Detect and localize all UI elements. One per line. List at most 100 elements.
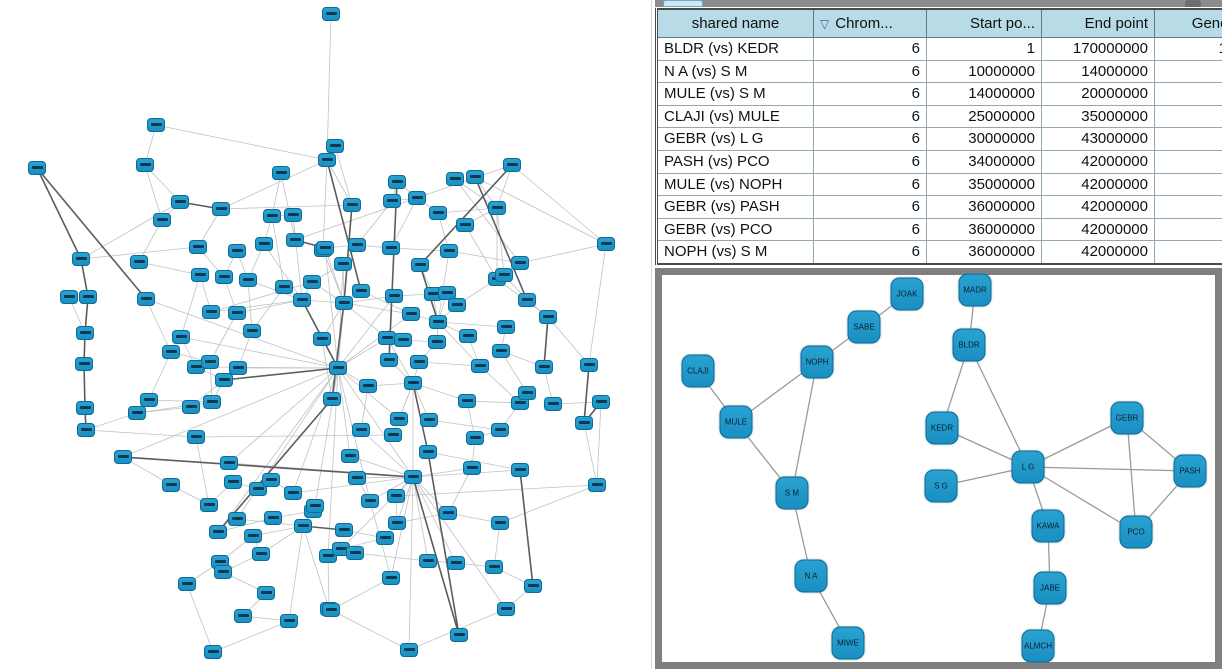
network-node[interactable]	[450, 628, 468, 642]
table-cell[interactable]: 36000000	[926, 195, 1042, 219]
network-node[interactable]	[215, 270, 233, 284]
network-node[interactable]	[244, 529, 262, 543]
table-row[interactable]: BLDR (vs) KEDR61170000000192.0	[656, 37, 1222, 61]
table-cell[interactable]: 6	[813, 59, 927, 84]
network-node[interactable]	[592, 395, 610, 409]
network-node[interactable]	[189, 240, 207, 254]
table-cell[interactable]: 16.9	[1154, 127, 1222, 151]
network-node[interactable]	[511, 256, 529, 270]
network-node[interactable]	[385, 289, 403, 303]
table-cell[interactable]: 30000000	[926, 127, 1042, 151]
network-node[interactable]	[72, 252, 90, 266]
network-node[interactable]	[439, 506, 457, 520]
column-header-shared-name[interactable]: shared name	[656, 8, 814, 38]
network-node[interactable]	[128, 406, 146, 420]
network-node[interactable]	[518, 293, 536, 307]
table-cell[interactable]: PASH (vs) PCO	[656, 149, 814, 174]
table-row[interactable]: GEBR (vs) PASH636000000420000008.9	[656, 195, 1222, 219]
table-cell[interactable]: 6.6	[1154, 59, 1222, 84]
network-node[interactable]	[463, 461, 481, 475]
network-node[interactable]	[323, 392, 341, 406]
network-node[interactable]	[171, 195, 189, 209]
subnetwork-node-joak[interactable]: JOAK	[890, 277, 924, 311]
network-node[interactable]	[255, 237, 273, 251]
network-node[interactable]	[575, 416, 593, 430]
table-cell[interactable]: 6	[813, 217, 927, 242]
table-cell[interactable]: NOPH (vs) S M	[656, 240, 814, 265]
table-cell[interactable]: 42000000	[1041, 217, 1155, 242]
network-node[interactable]	[303, 275, 321, 289]
table-cell[interactable]: 6	[813, 172, 927, 197]
table-cell[interactable]: 14000000	[926, 82, 1042, 106]
table-row[interactable]: N A (vs) S M610000000140000006.6	[656, 59, 1222, 84]
table-scroll-chip[interactable]	[1185, 0, 1201, 7]
network-node[interactable]	[204, 645, 222, 659]
subnetwork-node-mule[interactable]: MULE	[719, 405, 753, 439]
network-node[interactable]	[346, 546, 364, 560]
table-cell[interactable]: GEBR (vs) L G	[656, 127, 814, 151]
network-node[interactable]	[352, 284, 370, 298]
network-node[interactable]	[580, 358, 598, 372]
network-node[interactable]	[187, 430, 205, 444]
network-node[interactable]	[272, 166, 290, 180]
table-row[interactable]: GEBR (vs) PCO636000000420000008.4	[656, 217, 1222, 242]
network-node[interactable]	[335, 523, 353, 537]
network-node[interactable]	[458, 394, 476, 408]
network-node[interactable]	[429, 206, 447, 220]
table-row[interactable]: MULE (vs) S M614000000200000007.5	[656, 82, 1222, 106]
network-node[interactable]	[348, 238, 366, 252]
network-node[interactable]	[404, 470, 422, 484]
network-node[interactable]	[334, 257, 352, 271]
network-node[interactable]	[243, 324, 261, 338]
table-cell[interactable]: 34000000	[926, 149, 1042, 174]
network-node[interactable]	[220, 456, 238, 470]
network-node[interactable]	[448, 298, 466, 312]
network-node[interactable]	[162, 345, 180, 359]
network-node[interactable]	[329, 361, 347, 375]
table-cell[interactable]: 14000000	[1041, 59, 1155, 84]
network-node[interactable]	[257, 586, 275, 600]
network-node[interactable]	[153, 213, 171, 227]
network-node[interactable]	[390, 412, 408, 426]
table-cell[interactable]: 8.9	[1154, 195, 1222, 219]
network-node[interactable]	[420, 413, 438, 427]
network-node[interactable]	[263, 209, 281, 223]
filter-icon[interactable]: ▽	[820, 17, 830, 31]
network-node[interactable]	[293, 293, 311, 307]
network-node[interactable]	[588, 478, 606, 492]
table-cell[interactable]: 10000000	[926, 59, 1042, 84]
network-node[interactable]	[77, 423, 95, 437]
subnetwork-node-jabe[interactable]: JABE	[1033, 571, 1067, 605]
network-node[interactable]	[284, 208, 302, 222]
network-node[interactable]	[411, 258, 429, 272]
network-node[interactable]	[172, 330, 190, 344]
network-node[interactable]	[203, 395, 221, 409]
network-node[interactable]	[511, 463, 529, 477]
table-cell[interactable]: 6	[813, 195, 927, 219]
table-cell[interactable]: CLAJI (vs) MULE	[656, 104, 814, 129]
table-cell[interactable]: 1	[926, 37, 1042, 61]
table-cell[interactable]: 6	[813, 82, 927, 106]
network-node[interactable]	[456, 218, 474, 232]
network-node[interactable]	[136, 158, 154, 172]
network-node[interactable]	[419, 445, 437, 459]
table-row[interactable]: NOPH (vs) S M636000000420000009.9	[656, 240, 1222, 265]
network-node[interactable]	[491, 423, 509, 437]
network-node[interactable]	[429, 315, 447, 329]
table-cell[interactable]: 9.9	[1154, 240, 1222, 265]
network-node[interactable]	[400, 643, 418, 657]
network-node[interactable]	[524, 579, 542, 593]
network-node[interactable]	[275, 280, 293, 294]
network-node[interactable]	[313, 332, 331, 346]
network-node[interactable]	[597, 237, 615, 251]
table-cell[interactable]: 36000000	[926, 240, 1042, 265]
column-header-genetic---[interactable]: Genetic...	[1154, 8, 1222, 38]
network-node[interactable]	[75, 357, 93, 371]
network-node[interactable]	[539, 310, 557, 324]
table-cell[interactable]: 7.5	[1154, 82, 1222, 106]
table-cell[interactable]: 42000000	[1041, 240, 1155, 265]
network-node[interactable]	[228, 512, 246, 526]
table-cell[interactable]: 10.5	[1154, 172, 1222, 197]
network-node[interactable]	[341, 449, 359, 463]
network-node[interactable]	[201, 355, 219, 369]
